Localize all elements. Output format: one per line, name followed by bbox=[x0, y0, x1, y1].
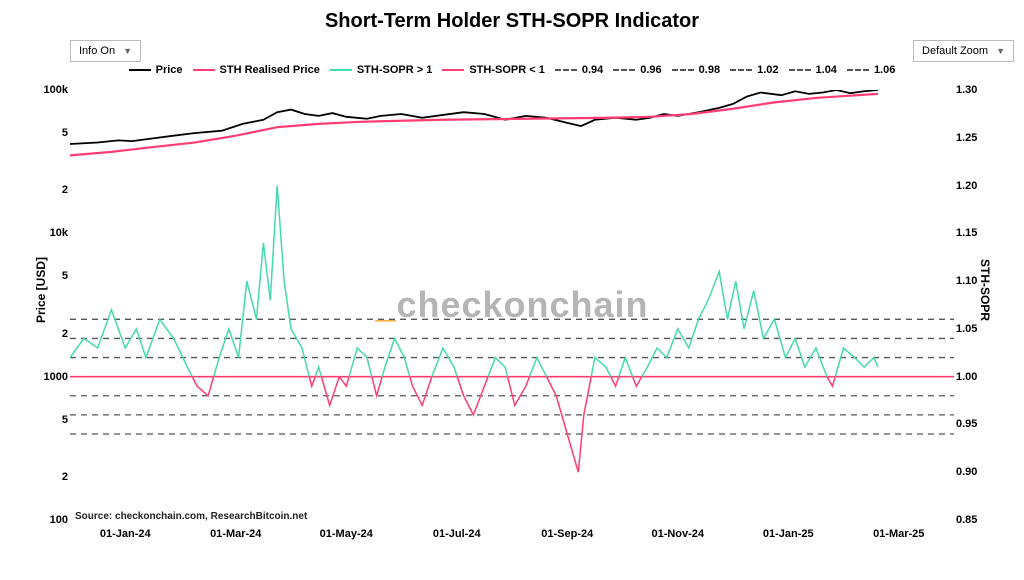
legend-item[interactable]: STH Realised Price bbox=[193, 64, 320, 76]
x-tick: 01-Sep-24 bbox=[512, 528, 623, 540]
x-axis-labels: 01-Jan-2401-Mar-2401-May-2401-Jul-2401-S… bbox=[70, 528, 954, 540]
plot-area: _checkonchain bbox=[70, 90, 954, 520]
legend-swatch bbox=[730, 69, 752, 71]
legend-swatch bbox=[330, 69, 352, 71]
legend-swatch bbox=[789, 69, 811, 71]
legend-item[interactable]: 1.02 bbox=[730, 64, 778, 76]
legend-label: 1.02 bbox=[757, 64, 778, 76]
x-tick: 01-Jan-25 bbox=[733, 528, 844, 540]
y-left-tick: 1000 bbox=[44, 371, 68, 383]
legend-item[interactable]: 1.04 bbox=[789, 64, 837, 76]
legend-swatch bbox=[555, 69, 577, 71]
legend-item[interactable]: Price bbox=[129, 64, 183, 76]
legend-label: 1.04 bbox=[816, 64, 837, 76]
legend-label: 0.96 bbox=[640, 64, 661, 76]
legend-label: STH-SOPR > 1 bbox=[357, 64, 433, 76]
x-tick: 01-Nov-24 bbox=[623, 528, 734, 540]
legend-swatch bbox=[129, 69, 151, 71]
legend-item[interactable]: STH-SOPR > 1 bbox=[330, 64, 433, 76]
zoom-dropdown-label: Default Zoom bbox=[922, 45, 988, 57]
legend-item[interactable]: 1.06 bbox=[847, 64, 895, 76]
x-tick: 01-Jan-24 bbox=[70, 528, 181, 540]
chevron-down-icon: ▼ bbox=[123, 46, 132, 56]
y-right-tick: 1.25 bbox=[956, 132, 977, 144]
info-dropdown-label: Info On bbox=[79, 45, 115, 57]
y-left-tick: 5 bbox=[62, 414, 68, 426]
y-left-tick: 10k bbox=[50, 227, 68, 239]
legend-label: STH Realised Price bbox=[220, 64, 320, 76]
y-right-tick: 0.90 bbox=[956, 466, 977, 478]
legend-item[interactable]: 0.98 bbox=[672, 64, 720, 76]
y-right-tick: 1.05 bbox=[956, 323, 977, 335]
y-left-tick: 2 bbox=[62, 184, 68, 196]
legend: Price STH Realised Price STH-SOPR > 1 STH-S… bbox=[0, 64, 1024, 76]
y-left-tick: 5 bbox=[62, 127, 68, 139]
legend-label: Price bbox=[156, 64, 183, 76]
chart-title: Short-Term Holder STH-SOPR Indicator bbox=[0, 0, 1024, 33]
legend-label: 0.98 bbox=[699, 64, 720, 76]
y-right-tick: 1.00 bbox=[956, 371, 977, 383]
chart-svg bbox=[70, 90, 954, 520]
x-tick: 01-May-24 bbox=[291, 528, 402, 540]
legend-label: STH-SOPR < 1 bbox=[469, 64, 545, 76]
legend-label: 0.94 bbox=[582, 64, 603, 76]
legend-item[interactable]: 0.96 bbox=[613, 64, 661, 76]
legend-swatch bbox=[672, 69, 694, 71]
y-left-tick: 2 bbox=[62, 328, 68, 340]
zoom-dropdown[interactable]: Default Zoom ▼ bbox=[913, 40, 1014, 62]
x-tick: 01-Jul-24 bbox=[402, 528, 513, 540]
legend-item[interactable]: 0.94 bbox=[555, 64, 603, 76]
legend-item[interactable]: STH-SOPR < 1 bbox=[442, 64, 545, 76]
y-left-tick: 2 bbox=[62, 471, 68, 483]
y-right-tick: 1.15 bbox=[956, 227, 977, 239]
y-left-tick: 5 bbox=[62, 270, 68, 282]
y-right-tick: 1.20 bbox=[956, 180, 977, 192]
y-right-tick: 1.30 bbox=[956, 84, 977, 96]
y-right-tick: 0.95 bbox=[956, 418, 977, 430]
y-left-tick: 100 bbox=[50, 514, 68, 526]
y-right-tick: 1.10 bbox=[956, 275, 977, 287]
x-tick: 01-Mar-25 bbox=[844, 528, 955, 540]
y-left-ticks: 1002510002510k25100k bbox=[30, 90, 68, 520]
legend-swatch bbox=[847, 69, 869, 71]
y-left-tick: 100k bbox=[44, 84, 68, 96]
legend-swatch bbox=[193, 69, 215, 71]
chevron-down-icon: ▼ bbox=[996, 46, 1005, 56]
legend-swatch bbox=[613, 69, 635, 71]
x-tick: 01-Mar-24 bbox=[181, 528, 292, 540]
y-right-ticks: 0.850.900.951.001.051.101.151.201.251.30 bbox=[956, 90, 994, 520]
info-dropdown[interactable]: Info On ▼ bbox=[70, 40, 141, 62]
legend-label: 1.06 bbox=[874, 64, 895, 76]
y-right-tick: 0.85 bbox=[956, 514, 977, 526]
legend-swatch bbox=[442, 69, 464, 71]
source-text: Source: checkonchain.com, ResearchBitcoi… bbox=[75, 511, 307, 522]
